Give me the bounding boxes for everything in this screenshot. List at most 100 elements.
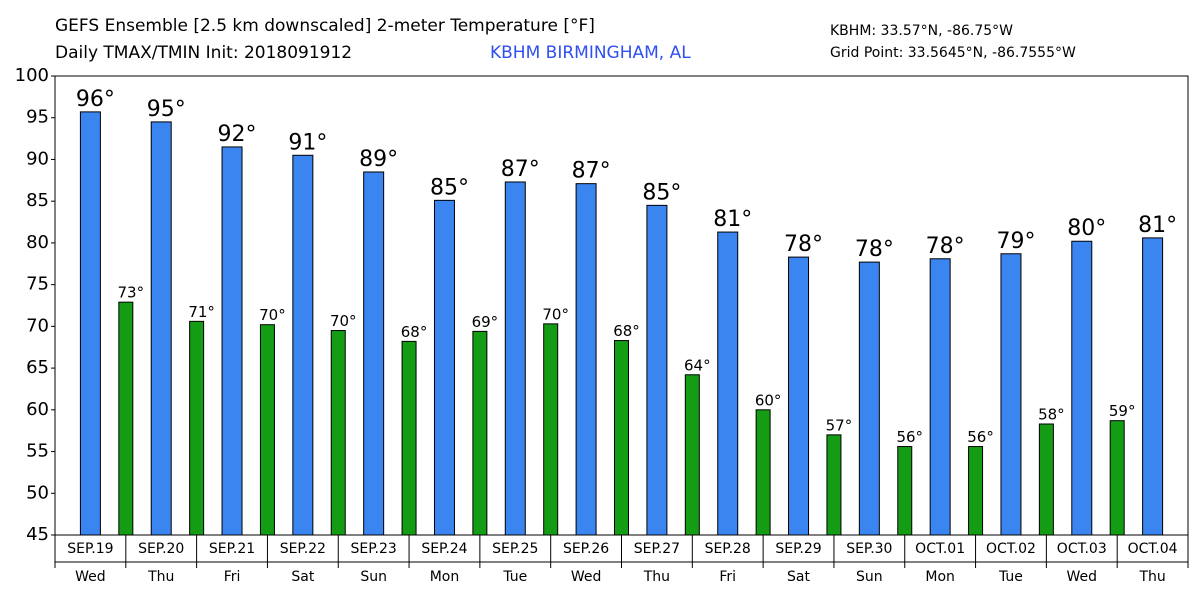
bar <box>401 340 417 536</box>
x-tick-label: SEP.22 <box>280 541 326 557</box>
bar <box>1109 420 1125 536</box>
bar <box>330 330 346 536</box>
y-tick-label: 100 <box>15 65 49 86</box>
y-tick-label: 95 <box>26 107 49 128</box>
data-label: 91° <box>288 130 327 155</box>
data-label: 79° <box>996 229 1035 254</box>
data-label: 78° <box>784 232 823 257</box>
weekday-label: Mon <box>925 569 955 585</box>
x-tick-label: SEP.23 <box>351 541 397 557</box>
data-label: 56° <box>896 428 923 446</box>
y-tick-label: 75 <box>26 274 49 295</box>
data-label: 71° <box>188 303 215 321</box>
bar <box>684 374 700 536</box>
bar <box>1038 423 1054 536</box>
data-label: 68° <box>613 322 640 340</box>
bar <box>1142 237 1164 536</box>
data-label: 80° <box>1067 216 1106 241</box>
data-label: 81° <box>713 207 752 232</box>
y-tick-label: 60 <box>26 399 49 420</box>
bar <box>717 231 739 536</box>
bar <box>472 330 488 536</box>
bar <box>1000 253 1022 536</box>
x-tick-label: OCT.03 <box>1057 541 1107 557</box>
weekday-label: Thu <box>1138 569 1165 585</box>
y-tick-label: 65 <box>26 357 49 378</box>
data-label: 69° <box>472 313 499 331</box>
grid-point: Grid Point: 33.5645°N, -86.7555°W <box>830 45 1076 61</box>
bar <box>433 199 455 536</box>
station-coords: KBHM: 33.57°N, -86.75°W <box>830 23 1013 39</box>
y-tick-label: 45 <box>26 524 49 545</box>
weekday-label: Fri <box>224 569 241 585</box>
bar <box>788 256 810 536</box>
data-label: 92° <box>218 122 257 147</box>
bar <box>543 323 559 536</box>
y-tick-label: 90 <box>26 148 49 169</box>
weekday-label: Sat <box>291 569 314 585</box>
data-label: 89° <box>359 147 398 172</box>
data-label: 70° <box>330 312 357 330</box>
weekday-label: Sun <box>360 569 387 585</box>
x-tick-label: OCT.04 <box>1128 541 1178 557</box>
weekday-label: Tue <box>502 569 527 585</box>
bar <box>259 324 275 536</box>
bar <box>614 340 629 536</box>
bar <box>897 446 913 536</box>
data-label: 70° <box>259 306 286 324</box>
data-label: 56° <box>967 428 994 446</box>
data-label: 96° <box>76 87 115 112</box>
weekday-label: Mon <box>430 569 460 585</box>
y-tick-label: 55 <box>26 441 49 462</box>
x-tick-label: SEP.30 <box>846 541 892 557</box>
bar <box>826 434 842 536</box>
weekday-label: Thu <box>147 569 174 585</box>
data-label: 68° <box>401 323 428 341</box>
weekday-label: Wed <box>571 569 602 585</box>
x-tick-label: OCT.01 <box>915 541 965 557</box>
y-tick-label: 85 <box>26 190 49 211</box>
x-tick-label: SEP.19 <box>67 541 113 557</box>
bar <box>504 181 526 536</box>
weekday-label: Fri <box>719 569 736 585</box>
data-label: 60° <box>755 391 782 409</box>
bar <box>189 320 205 536</box>
weekday-label: Sat <box>787 569 810 585</box>
y-tick-label: 70 <box>26 315 49 336</box>
data-label: 78° <box>855 237 894 262</box>
data-label: 78° <box>926 234 965 259</box>
weekday-label: Wed <box>1067 569 1098 585</box>
x-tick-label: SEP.20 <box>138 541 184 557</box>
data-label: 87° <box>572 159 611 184</box>
x-tick-label: SEP.26 <box>563 541 609 557</box>
data-label: 57° <box>826 416 853 434</box>
data-label: 85° <box>642 180 681 205</box>
x-tick-label: OCT.02 <box>986 541 1036 557</box>
x-tick-label: SEP.28 <box>705 541 751 557</box>
data-label: 87° <box>501 157 540 182</box>
chart-subtitle: Daily TMAX/TMIN Init: 2018091912 <box>55 43 352 63</box>
data-label: 73° <box>118 284 145 302</box>
bar <box>646 204 668 536</box>
y-tick-label: 50 <box>26 482 49 503</box>
data-label: 81° <box>1138 213 1177 238</box>
data-label: 64° <box>684 356 711 374</box>
bar <box>221 146 243 536</box>
bar <box>929 258 951 536</box>
weekday-label: Sun <box>856 569 883 585</box>
bar <box>118 301 134 536</box>
data-label: 85° <box>430 175 469 200</box>
bar <box>150 121 172 536</box>
weekday-label: Wed <box>75 569 106 585</box>
bar <box>1071 240 1093 536</box>
data-label: 59° <box>1109 402 1136 420</box>
bar <box>79 111 101 536</box>
y-tick-label: 80 <box>26 232 49 253</box>
weekday-label: Tue <box>998 569 1023 585</box>
bar <box>968 446 984 536</box>
x-tick-label: SEP.29 <box>775 541 821 557</box>
location: KBHM BIRMINGHAM, AL <box>490 43 691 63</box>
chart-title: GEFS Ensemble [2.5 km downscaled] 2-mete… <box>55 16 595 36</box>
data-label: 70° <box>542 305 569 323</box>
